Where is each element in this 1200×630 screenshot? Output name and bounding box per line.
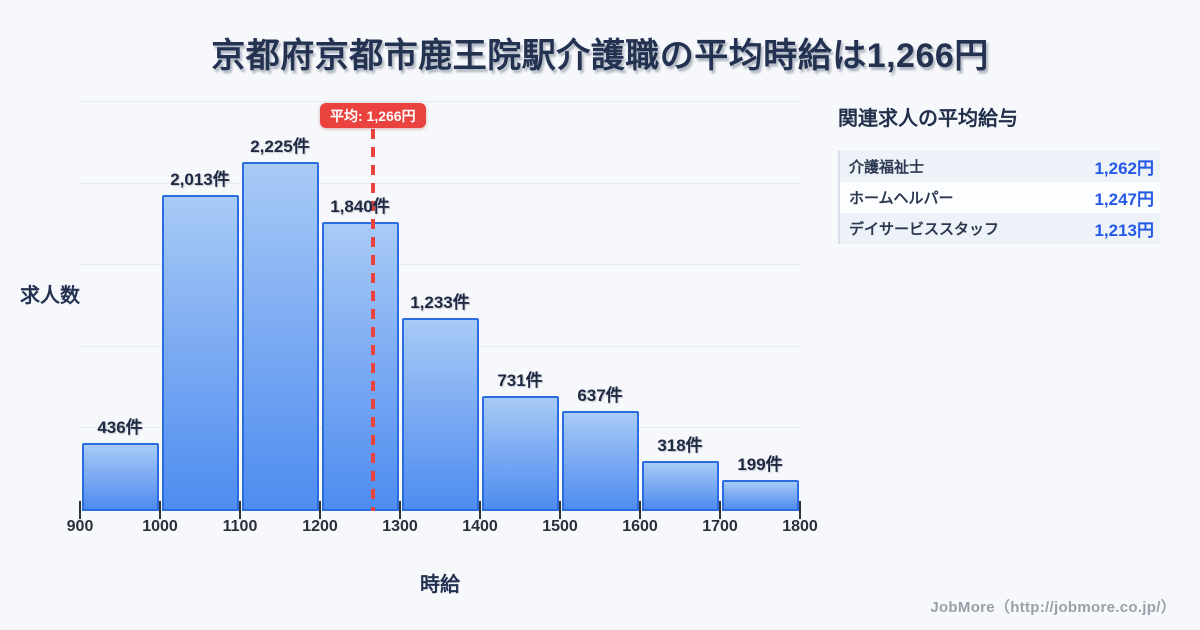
grid-line [80, 101, 800, 102]
bar-value-label: 1,233件 [410, 292, 470, 312]
related-jobs-list: 介護福祉士 1,262円ホームヘルパー 1,247円デイサービススタッフ 1,213円 [838, 151, 1160, 244]
x-axis-tick-label: 1300 [382, 518, 418, 535]
x-axis-tick [639, 501, 641, 519]
histogram-bar [81, 442, 159, 511]
related-job-row: 介護福祉士 1,262円 [840, 151, 1160, 182]
histogram-bar [481, 396, 559, 511]
histogram-bar [161, 195, 239, 511]
x-axis-tick-label: 1500 [542, 518, 578, 535]
bar-value-label: 436件 [97, 417, 143, 437]
page-title: 京都府京都市鹿王院駅介護職の平均時給は1,266円 [211, 37, 989, 75]
bar-value-label: 2,225件 [250, 137, 310, 157]
x-axis-tick-label: 1700 [702, 518, 738, 535]
histogram-bar [321, 222, 399, 511]
related-job-row: デイサービススタッフ 1,213円 [840, 213, 1160, 244]
x-axis-tick [319, 501, 321, 519]
x-axis-tick-label: 1000 [142, 518, 178, 535]
bar-value-label: 318件 [657, 436, 703, 456]
x-axis-tick-label: 1100 [222, 518, 258, 535]
y-axis-title: 求人数 [20, 285, 80, 307]
histogram-bar [561, 411, 639, 511]
x-axis-tick [399, 501, 401, 519]
x-axis-tick [79, 501, 81, 519]
related-job-row: ホームヘルパー 1,247円 [840, 182, 1160, 213]
x-axis-tick [719, 501, 721, 519]
related-job-name: ホームヘルパー [849, 190, 954, 207]
related-jobs-title: 関連求人の平均給与 [838, 108, 1018, 130]
histogram-bar [401, 317, 479, 511]
histogram-bar [721, 479, 799, 511]
x-axis-tick-label: 900 [66, 518, 94, 535]
footer-credit: JobMore（http://jobmore.co.jp/） [930, 599, 1176, 616]
histogram-bar [241, 162, 319, 511]
bar-value-label: 637件 [577, 386, 623, 406]
x-axis-tick [239, 501, 241, 519]
x-axis-tick-label: 1400 [462, 518, 498, 535]
related-jobs-panel: 関連求人の平均給与 介護福祉士 1,262円ホームヘルパー 1,247円デイサービス… [838, 102, 1160, 244]
x-axis-title: 時給 [420, 574, 460, 596]
related-job-name: デイサービススタッフ [849, 221, 1000, 238]
bar-value-label: 1,840件 [330, 197, 390, 217]
average-label: 平均: 1,266円 [319, 103, 426, 128]
bar-value-label: 731件 [497, 371, 543, 391]
related-job-name: 介護福祉士 [849, 159, 925, 176]
x-axis-tick-label: 1800 [782, 518, 818, 535]
related-job-value: 1,213円 [1094, 221, 1154, 240]
bar-value-label: 2,013件 [170, 170, 230, 190]
x-axis-tick [159, 501, 161, 519]
related-job-value: 1,262円 [1094, 159, 1154, 178]
x-axis-tick [799, 501, 801, 519]
related-job-value: 1,247円 [1094, 190, 1154, 209]
x-axis-tick [479, 501, 481, 519]
histogram-bar [641, 461, 719, 511]
grid-line [80, 264, 800, 266]
x-axis-tick-label: 1600 [622, 518, 658, 535]
x-axis-tick [559, 501, 561, 519]
x-axis-tick-label: 1200 [302, 518, 338, 535]
average-dashed-line [371, 129, 375, 511]
histogram-plot: 平均: 1,266円 436件 2,013件 2,225件 1,840件 1,233件 7… [67, 101, 818, 535]
bar-value-label: 199件 [737, 454, 783, 474]
grid-line [80, 182, 800, 184]
